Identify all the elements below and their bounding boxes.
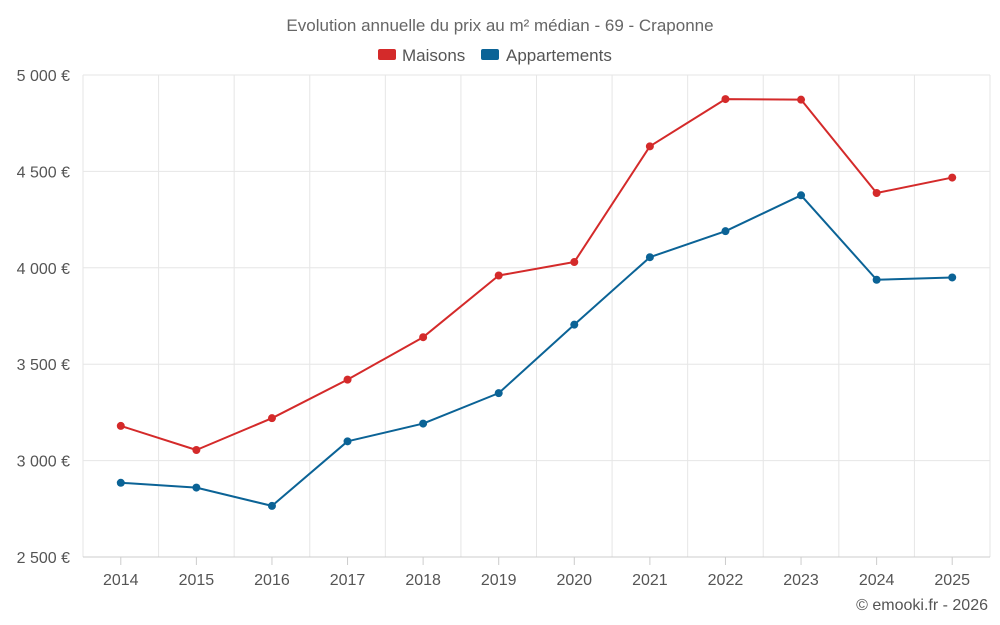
x-tick-label: 2020 bbox=[556, 572, 592, 589]
data-point-maisons-2014[interactable] bbox=[116, 421, 125, 430]
series bbox=[116, 95, 957, 510]
data-point-maisons-2015[interactable] bbox=[192, 445, 201, 454]
y-tick-label: 4 000 € bbox=[17, 261, 70, 278]
x-tick-label: 2019 bbox=[481, 572, 517, 589]
x-tick-label: 2016 bbox=[254, 572, 290, 589]
data-point-maisons-2016[interactable] bbox=[267, 414, 276, 423]
data-point-appartements-2020[interactable] bbox=[570, 320, 579, 329]
x-tick-label: 2024 bbox=[859, 572, 895, 589]
data-point-appartements-2014[interactable] bbox=[116, 478, 125, 487]
x-tick-label: 2014 bbox=[103, 572, 139, 589]
grid bbox=[82, 74, 991, 557]
data-point-maisons-2023[interactable] bbox=[797, 95, 806, 104]
data-point-appartements-2021[interactable] bbox=[645, 253, 654, 262]
x-tick-label: 2021 bbox=[632, 572, 668, 589]
legend-item-appartements[interactable]: Appartements bbox=[481, 46, 612, 65]
chart-title: Evolution annuelle du prix au m² médian … bbox=[286, 16, 713, 35]
x-tick-label: 2025 bbox=[934, 572, 970, 589]
data-point-appartements-2018[interactable] bbox=[419, 419, 428, 428]
data-point-appartements-2024[interactable] bbox=[872, 275, 881, 284]
data-point-appartements-2025[interactable] bbox=[948, 273, 957, 282]
legend: Maisons Appartements bbox=[378, 46, 612, 65]
legend-label-maisons: Maisons bbox=[402, 46, 465, 65]
series-line-appartements bbox=[120, 194, 953, 507]
series-line-maisons bbox=[120, 98, 953, 451]
data-point-appartements-2019[interactable] bbox=[494, 389, 503, 398]
data-point-maisons-2022[interactable] bbox=[721, 95, 730, 104]
data-point-appartements-2016[interactable] bbox=[267, 501, 276, 510]
data-point-maisons-2018[interactable] bbox=[419, 333, 428, 342]
series-maisons bbox=[116, 95, 957, 454]
x-tick-label: 2017 bbox=[330, 572, 366, 589]
series-appartements bbox=[116, 191, 957, 510]
data-point-maisons-2025[interactable] bbox=[948, 173, 957, 182]
data-point-maisons-2024[interactable] bbox=[872, 188, 881, 197]
y-tick-label: 2 500 € bbox=[17, 550, 70, 567]
y-tick-label: 3 000 € bbox=[17, 454, 70, 471]
data-point-maisons-2021[interactable] bbox=[645, 142, 654, 151]
legend-item-maisons[interactable]: Maisons bbox=[378, 46, 465, 65]
x-tick-label: 2023 bbox=[783, 572, 819, 589]
x-tick-label: 2022 bbox=[708, 572, 744, 589]
legend-label-appartements: Appartements bbox=[506, 46, 612, 65]
x-axis: 2014 2015 2016 2017 2018 2019 2020 2021 2022 2023… bbox=[83, 556, 990, 589]
data-point-maisons-2019[interactable] bbox=[494, 271, 503, 280]
legend-swatch-maisons bbox=[378, 49, 396, 60]
data-point-appartements-2023[interactable] bbox=[797, 191, 806, 200]
credit-text: © emooki.fr - 2026 bbox=[856, 597, 988, 614]
data-point-maisons-2020[interactable] bbox=[570, 258, 579, 267]
y-axis: 2 500 € 3 000 € 3 500 € 4 000 € 4 500 € 5 000… bbox=[17, 68, 70, 567]
y-tick-label: 3 500 € bbox=[17, 357, 70, 374]
x-tick-label: 2015 bbox=[179, 572, 215, 589]
legend-swatch-appartements bbox=[481, 49, 499, 60]
data-point-appartements-2015[interactable] bbox=[192, 483, 201, 492]
x-tick-label: 2018 bbox=[405, 572, 441, 589]
y-tick-label: 5 000 € bbox=[17, 68, 70, 85]
data-point-appartements-2017[interactable] bbox=[343, 437, 352, 446]
y-tick-label: 4 500 € bbox=[17, 164, 70, 181]
data-point-maisons-2017[interactable] bbox=[343, 375, 352, 384]
data-point-appartements-2022[interactable] bbox=[721, 227, 730, 236]
